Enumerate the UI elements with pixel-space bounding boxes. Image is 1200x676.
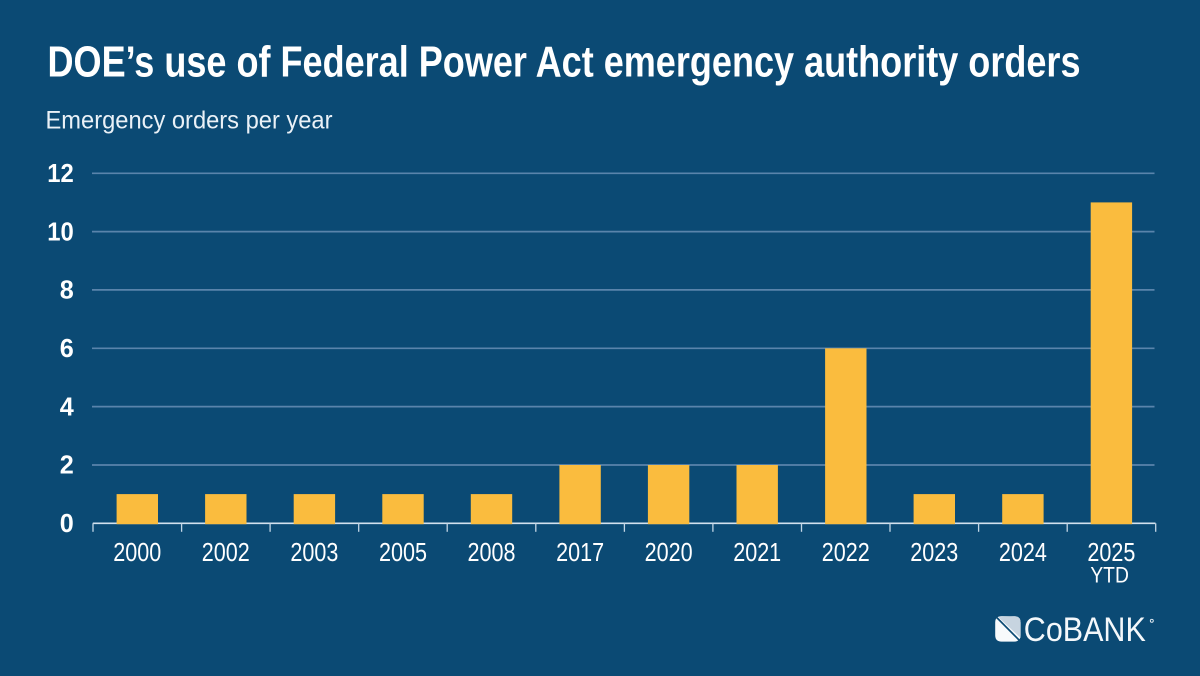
svg-text:2000: 2000 <box>113 537 161 567</box>
svg-text:2023: 2023 <box>910 537 958 567</box>
svg-text:0: 0 <box>60 510 74 538</box>
svg-text:2008: 2008 <box>468 537 516 567</box>
svg-text:Emergency orders per year: Emergency orders per year <box>46 107 334 135</box>
svg-text:2002: 2002 <box>202 537 250 567</box>
svg-text:2003: 2003 <box>290 537 338 567</box>
svg-text:2: 2 <box>60 452 74 480</box>
svg-text:2024: 2024 <box>999 537 1047 567</box>
svg-text:8: 8 <box>60 277 74 305</box>
svg-text:6: 6 <box>60 335 74 363</box>
svg-text:DOE’s use of Federal Power Act: DOE’s use of Federal Power Act emergency… <box>48 39 1081 87</box>
svg-text:2020: 2020 <box>645 537 693 567</box>
svg-text:2021: 2021 <box>733 537 781 567</box>
svg-text:CoBANK: CoBANK <box>1024 611 1146 649</box>
svg-text:4: 4 <box>60 393 75 421</box>
svg-text:YTD: YTD <box>1090 563 1129 588</box>
svg-text:2005: 2005 <box>379 537 427 567</box>
svg-text:12: 12 <box>47 160 74 188</box>
svg-text:2017: 2017 <box>556 537 604 567</box>
svg-text:2025: 2025 <box>1087 537 1135 567</box>
svg-text:10: 10 <box>47 218 74 246</box>
svg-text:2022: 2022 <box>822 537 870 567</box>
